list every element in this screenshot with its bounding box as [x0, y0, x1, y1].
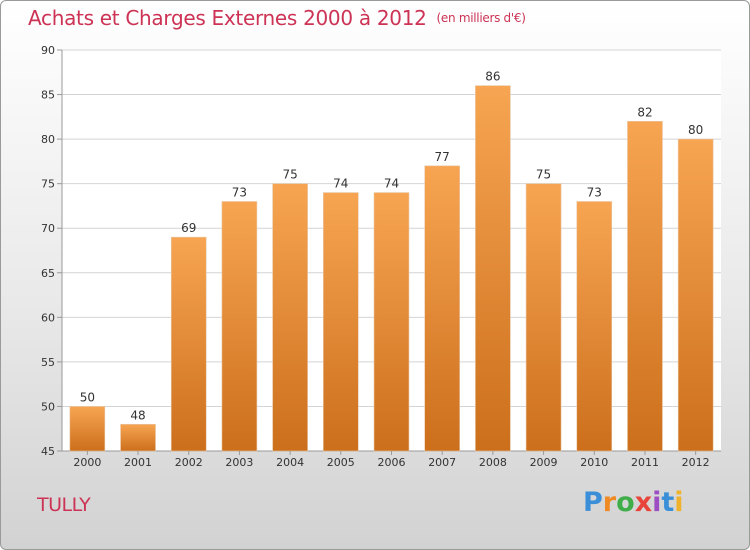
y-tick-label-65: 65 [41, 267, 55, 280]
y-tick-label-75: 75 [41, 178, 55, 191]
y-tick-label-70: 70 [41, 222, 55, 235]
bar-2010 [576, 201, 613, 452]
data-label-2008: 86 [485, 70, 500, 84]
x-tick-label-2009: 2009 [530, 456, 558, 469]
x-tick-label-2008: 2008 [479, 456, 507, 469]
x-tick-label-2011: 2011 [631, 456, 659, 469]
commune-name: TULLY [37, 494, 91, 516]
bar-2009 [525, 183, 562, 452]
proxiti-logo: Proxiti [583, 487, 684, 518]
y-tick-label-90: 90 [41, 44, 55, 57]
y-tick-label-60: 60 [41, 311, 55, 324]
chart-title: Achats et Charges Externes 2000 à 2012 (e… [28, 6, 526, 30]
bar-2004 [272, 183, 308, 452]
x-tick-label-2006: 2006 [378, 456, 406, 469]
bar-2000 [69, 406, 106, 452]
data-label-2012: 80 [688, 123, 703, 137]
bar-2006 [373, 192, 410, 452]
x-tick-label-2002: 2002 [175, 456, 203, 469]
data-label-2006: 74 [384, 177, 399, 191]
data-label-2000: 50 [80, 390, 95, 404]
y-tick-label-85: 85 [41, 89, 55, 102]
bar-2008 [475, 85, 511, 452]
x-tick-label-2005: 2005 [327, 456, 355, 469]
y-tick-label-55: 55 [41, 356, 55, 369]
bar-2012 [677, 138, 714, 452]
x-tick-label-2010: 2010 [580, 456, 608, 469]
data-label-2005: 74 [333, 177, 348, 191]
chart-title-unit: (en milliers d'€) [436, 11, 526, 25]
data-label-2007: 77 [435, 150, 450, 164]
bar-2001 [120, 423, 156, 452]
data-label-2011: 82 [637, 105, 652, 119]
bar-2002 [170, 236, 207, 452]
chart-title-main: Achats et Charges Externes 2000 à 2012 [28, 6, 427, 30]
x-tick-label-2004: 2004 [276, 456, 304, 469]
bar-2003 [221, 201, 258, 452]
y-tick-label-50: 50 [41, 400, 55, 413]
bar-2011 [627, 120, 663, 452]
data-label-2009: 75 [536, 168, 551, 182]
x-tick-label-2012: 2012 [682, 456, 710, 469]
data-label-2004: 75 [282, 168, 297, 182]
x-tick-label-2001: 2001 [124, 456, 152, 469]
data-label-2002: 69 [181, 221, 196, 235]
data-label-2010: 73 [587, 185, 602, 199]
bar-2007 [424, 165, 460, 452]
x-tick-label-2000: 2000 [73, 456, 101, 469]
data-label-2003: 73 [232, 185, 247, 199]
bar-2005 [323, 192, 359, 452]
data-label-2001: 48 [130, 408, 145, 422]
x-tick-label-2007: 2007 [428, 456, 456, 469]
x-tick-label-2003: 2003 [225, 456, 253, 469]
y-tick-label-80: 80 [41, 133, 55, 146]
y-tick-label-45: 45 [41, 445, 55, 458]
